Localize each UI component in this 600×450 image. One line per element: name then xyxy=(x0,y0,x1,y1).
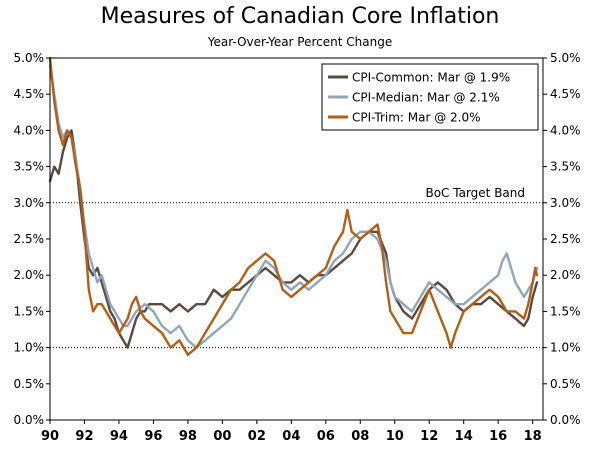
y-tick-label-right: 4.5% xyxy=(550,87,581,101)
reference-line-label-0: BoC Target Band xyxy=(425,186,525,200)
series-line-0 xyxy=(48,129,539,349)
x-tick-label: 12 xyxy=(420,429,438,444)
y-tick-label-right: 0.5% xyxy=(550,377,581,391)
x-tick-label: 98 xyxy=(179,429,197,444)
x-tick-label: 96 xyxy=(144,429,162,444)
y-tick-label-left: 2.5% xyxy=(14,232,45,246)
y-tick-label-right: 2.0% xyxy=(550,268,581,282)
y-tick-label-right: 3.5% xyxy=(550,160,581,174)
y-tick-label-left: 1.5% xyxy=(14,304,45,318)
chart-title: Measures of Canadian Core Inflation xyxy=(100,4,500,29)
y-tick-label-right: 1.5% xyxy=(550,304,581,318)
x-tick-label: 90 xyxy=(41,429,59,444)
x-tick-label: 08 xyxy=(351,429,369,444)
chart-subtitle: Year-Over-Year Percent Change xyxy=(207,35,393,49)
legend-label-1: CPI-Median: Mar @ 2.1% xyxy=(352,91,500,105)
x-tick-label: 18 xyxy=(524,429,542,444)
y-tick-label-right: 4.0% xyxy=(550,123,581,137)
y-tick-label-left: 5.0% xyxy=(14,51,45,65)
x-tick-label: 00 xyxy=(213,429,231,444)
y-tick-label-left: 0.0% xyxy=(14,413,45,427)
series-line-1 xyxy=(48,64,539,349)
x-tick-label: 04 xyxy=(282,429,300,444)
x-tick-label: 16 xyxy=(489,429,507,444)
y-tick-label-left: 2.0% xyxy=(14,268,45,282)
legend-box xyxy=(321,63,539,131)
y-tick-label-left: 3.5% xyxy=(14,160,45,174)
y-tick-label-left: 4.5% xyxy=(14,87,45,101)
x-tick-label: 10 xyxy=(386,429,404,444)
y-tick-label-right: 3.0% xyxy=(550,196,581,210)
y-tick-label-right: 0.0% xyxy=(550,413,581,427)
y-tick-label-left: 1.0% xyxy=(14,341,45,355)
y-tick-label-left: 0.5% xyxy=(14,377,45,391)
y-tick-label-left: 4.0% xyxy=(14,123,45,137)
y-tick-label-left: 3.0% xyxy=(14,196,45,210)
x-tick-label: 02 xyxy=(248,429,266,444)
x-tick-label: 14 xyxy=(455,429,473,444)
series-line-2 xyxy=(48,56,539,356)
legend-label-0: CPI-Common: Mar @ 1.9% xyxy=(352,71,510,85)
x-tick-label: 94 xyxy=(110,429,128,444)
legend-label-2: CPI-Trim: Mar @ 2.0% xyxy=(352,111,481,125)
x-tick-label: 06 xyxy=(317,429,335,444)
x-tick-label: 92 xyxy=(75,429,93,444)
y-tick-label-right: 1.0% xyxy=(550,341,581,355)
y-tick-label-right: 5.0% xyxy=(550,51,581,65)
y-tick-label-right: 2.5% xyxy=(550,232,581,246)
